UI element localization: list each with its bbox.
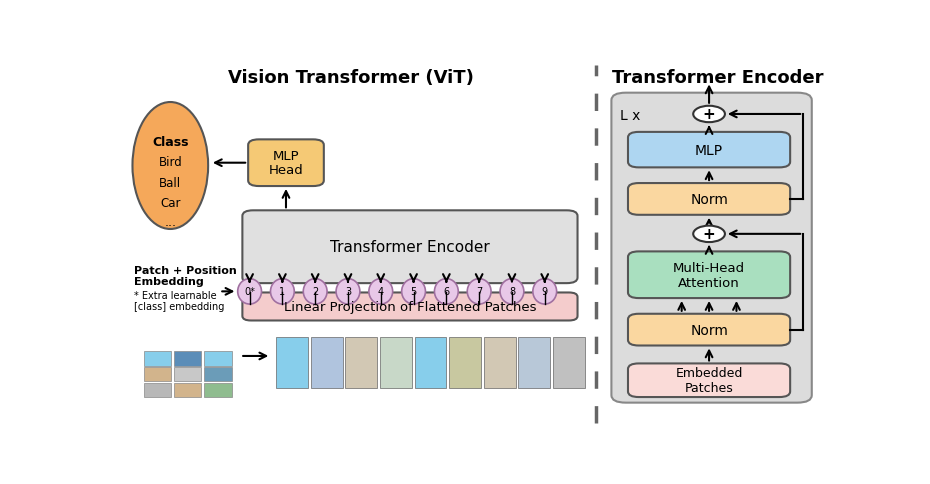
FancyBboxPatch shape xyxy=(628,252,790,299)
Ellipse shape xyxy=(336,279,360,304)
Text: 4: 4 xyxy=(378,287,384,297)
Circle shape xyxy=(693,226,724,242)
Text: 2: 2 xyxy=(312,287,318,297)
FancyBboxPatch shape xyxy=(205,367,232,381)
Text: 7: 7 xyxy=(476,287,483,297)
Text: 3: 3 xyxy=(345,287,351,297)
FancyBboxPatch shape xyxy=(415,338,446,388)
FancyBboxPatch shape xyxy=(628,363,790,397)
Ellipse shape xyxy=(271,279,294,304)
Text: Norm: Norm xyxy=(690,193,728,207)
Ellipse shape xyxy=(369,279,392,304)
Ellipse shape xyxy=(533,279,557,304)
FancyBboxPatch shape xyxy=(345,338,378,388)
Text: Transformer Encoder: Transformer Encoder xyxy=(330,240,490,255)
FancyBboxPatch shape xyxy=(553,338,585,388)
FancyBboxPatch shape xyxy=(628,314,790,346)
FancyBboxPatch shape xyxy=(143,352,171,366)
Text: Car: Car xyxy=(160,196,180,209)
FancyBboxPatch shape xyxy=(611,93,812,403)
FancyBboxPatch shape xyxy=(449,338,481,388)
Text: Class: Class xyxy=(153,136,189,149)
Text: MLP: MLP xyxy=(272,150,299,163)
FancyBboxPatch shape xyxy=(628,183,790,215)
FancyBboxPatch shape xyxy=(174,352,201,366)
Text: Head: Head xyxy=(269,164,303,177)
Text: 9: 9 xyxy=(541,287,548,297)
FancyBboxPatch shape xyxy=(248,140,324,187)
FancyBboxPatch shape xyxy=(143,383,171,397)
FancyBboxPatch shape xyxy=(174,383,201,397)
Text: 1: 1 xyxy=(279,287,286,297)
FancyBboxPatch shape xyxy=(243,211,578,284)
Text: 0*: 0* xyxy=(245,287,255,297)
Text: Embedded
Patches: Embedded Patches xyxy=(675,366,743,394)
Text: * Extra learnable
[class] embedding: * Extra learnable [class] embedding xyxy=(134,290,225,312)
Ellipse shape xyxy=(500,279,524,304)
Text: Vision Transformer (ViT): Vision Transformer (ViT) xyxy=(228,69,473,87)
Text: Ball: Ball xyxy=(159,177,181,189)
Text: Bird: Bird xyxy=(158,156,182,169)
Text: 6: 6 xyxy=(444,287,449,297)
FancyBboxPatch shape xyxy=(518,338,551,388)
Ellipse shape xyxy=(434,279,458,304)
Text: L x: L x xyxy=(620,109,641,123)
Circle shape xyxy=(693,106,724,123)
Ellipse shape xyxy=(238,279,261,304)
FancyBboxPatch shape xyxy=(276,338,308,388)
FancyBboxPatch shape xyxy=(311,338,342,388)
Text: 5: 5 xyxy=(410,287,417,297)
FancyBboxPatch shape xyxy=(143,367,171,381)
FancyBboxPatch shape xyxy=(205,383,232,397)
Ellipse shape xyxy=(402,279,425,304)
FancyBboxPatch shape xyxy=(205,352,232,366)
Text: 8: 8 xyxy=(509,287,515,297)
Ellipse shape xyxy=(303,279,327,304)
FancyBboxPatch shape xyxy=(380,338,412,388)
Ellipse shape xyxy=(132,103,208,229)
FancyBboxPatch shape xyxy=(484,338,515,388)
FancyBboxPatch shape xyxy=(174,367,201,381)
Text: +: + xyxy=(703,227,715,242)
Text: Norm: Norm xyxy=(690,323,728,337)
FancyBboxPatch shape xyxy=(243,293,578,321)
Ellipse shape xyxy=(467,279,491,304)
Text: Patch + Position
Embedding: Patch + Position Embedding xyxy=(134,265,237,287)
Text: MLP: MLP xyxy=(695,143,724,157)
Text: Transformer Encoder: Transformer Encoder xyxy=(612,69,824,87)
Text: Multi-Head
Attention: Multi-Head Attention xyxy=(673,261,745,289)
FancyBboxPatch shape xyxy=(628,133,790,168)
Text: Linear Projection of Flattened Patches: Linear Projection of Flattened Patches xyxy=(284,301,537,313)
Text: +: + xyxy=(703,107,715,122)
Text: ...: ... xyxy=(165,215,177,228)
